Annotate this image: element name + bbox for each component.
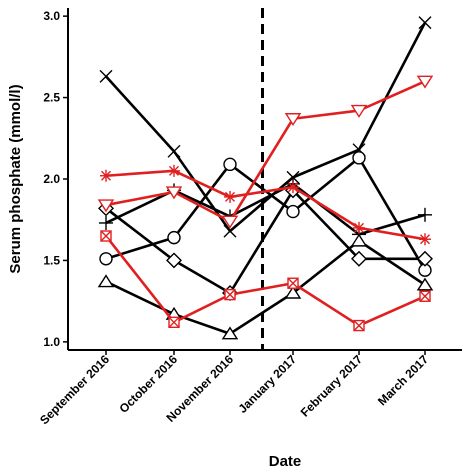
y-tick-label: 1.0	[43, 335, 60, 349]
data-point-asterisk	[419, 233, 431, 246]
data-point-square-x	[287, 277, 299, 289]
data-point-triangle	[416, 277, 434, 291]
data-point-triangle-down	[416, 75, 434, 89]
data-point-triangle-down	[221, 215, 239, 229]
data-point-plus	[418, 207, 432, 222]
y-axis-title: Serum phosphate (mmol/l)	[7, 84, 24, 273]
data-point-triangle	[97, 274, 115, 288]
y-tick-label: 2.5	[43, 91, 60, 105]
data-point-x	[167, 144, 181, 158]
data-point-triangle	[284, 285, 302, 299]
data-point-x	[223, 224, 237, 238]
y-tick-label: 3.0	[43, 9, 60, 23]
data-point-triangle-down	[284, 113, 302, 127]
data-point-circle	[352, 151, 366, 165]
data-point-asterisk	[287, 181, 299, 194]
series-triangle	[97, 233, 434, 340]
data-point-triangle-down	[350, 104, 368, 118]
x-tick-label: February 2017	[298, 352, 366, 420]
data-point-square-x	[224, 288, 236, 301]
x-axis-title: Date	[269, 453, 302, 470]
data-point-triangle-down	[165, 186, 183, 200]
data-point-diamond	[417, 250, 433, 267]
data-point-circle	[99, 252, 113, 266]
x-tick-label: March 2017	[375, 352, 431, 408]
y-tick-label: 1.5	[43, 253, 60, 267]
series-line	[105, 189, 425, 295]
series-line	[105, 80, 426, 223]
series-asterisk	[100, 164, 431, 246]
data-point-asterisk	[224, 190, 236, 203]
data-point-square-x	[100, 230, 112, 242]
data-point-plus	[99, 215, 113, 230]
data-point-square-x	[353, 319, 365, 332]
data-point-triangle	[221, 326, 239, 340]
data-point-square-x	[168, 316, 180, 329]
series-triangle-down	[97, 75, 434, 229]
data-point-asterisk	[353, 221, 365, 234]
data-point-circle	[286, 204, 300, 219]
series-line	[105, 22, 427, 233]
series-x	[99, 16, 432, 238]
series-line	[105, 169, 426, 241]
data-point-x	[418, 16, 432, 30]
data-point-diamond	[351, 250, 367, 267]
data-point-diamond	[166, 252, 182, 269]
data-point-x	[99, 69, 113, 83]
data-point-triangle-down	[97, 199, 115, 213]
series-line	[105, 156, 427, 271]
series-square-x	[100, 230, 431, 332]
data-point-asterisk	[168, 164, 180, 177]
data-point-circle	[167, 230, 181, 245]
x-tick-label: January 2017	[235, 352, 299, 416]
series-line	[104, 235, 426, 327]
data-point-asterisk	[100, 169, 112, 182]
y-tick-label: 2.0	[43, 172, 60, 186]
data-point-triangle	[350, 233, 368, 247]
x-tick-label: September 2016	[37, 352, 112, 427]
series-line	[105, 182, 426, 236]
data-point-square-x	[419, 290, 431, 302]
data-point-circle	[223, 157, 237, 172]
